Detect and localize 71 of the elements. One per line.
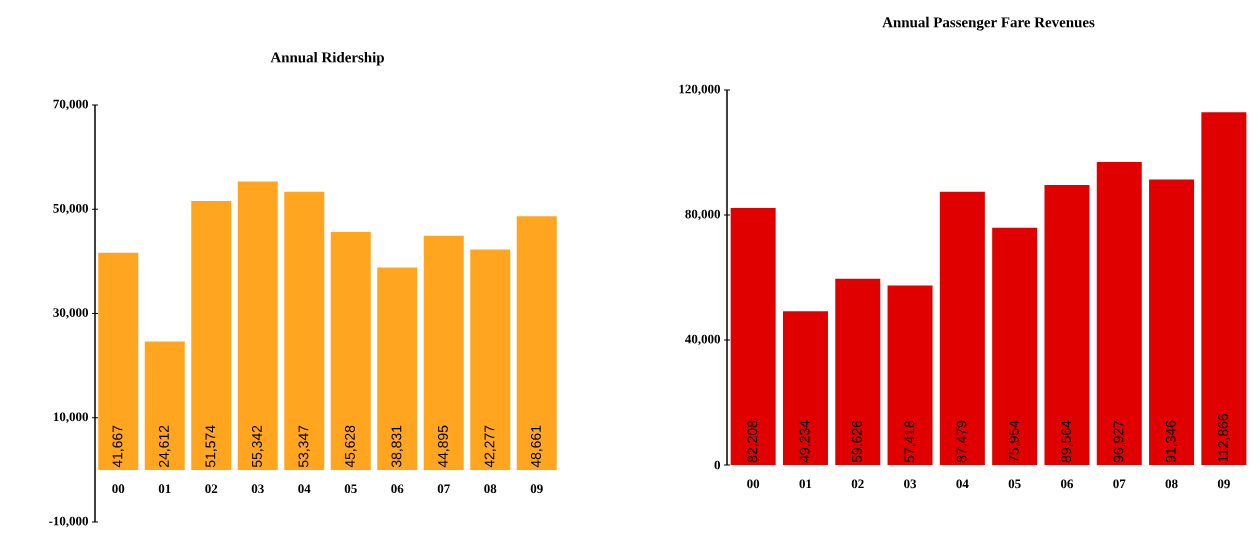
data-label: 87,479 bbox=[956, 420, 969, 463]
bar bbox=[887, 285, 933, 465]
data-label: 59,626 bbox=[851, 420, 864, 463]
y-tick-label: -10,000 bbox=[49, 516, 88, 528]
data-label: 44,895 bbox=[437, 425, 450, 468]
y-tick-label: 50,000 bbox=[53, 203, 88, 215]
y-tick-label: 0 bbox=[714, 460, 721, 470]
x-tick-label: 03 bbox=[904, 479, 917, 489]
y-tick-label: 120,000 bbox=[679, 84, 721, 96]
bar bbox=[1149, 179, 1195, 465]
data-label: 38,831 bbox=[391, 425, 404, 468]
bar bbox=[516, 216, 557, 470]
chart-title: Annual Passenger Fare Revenues bbox=[882, 16, 1095, 31]
bar bbox=[98, 252, 139, 470]
data-label: 45,628 bbox=[344, 425, 357, 468]
x-tick-label: 07 bbox=[1113, 479, 1126, 489]
x-tick-label: 08 bbox=[484, 484, 497, 494]
data-label: 89,564 bbox=[1061, 420, 1073, 463]
x-tick-label: 06 bbox=[1060, 479, 1074, 489]
data-label: 57,418 bbox=[904, 420, 916, 463]
data-label: 24,612 bbox=[158, 425, 171, 467]
data-label: 49,234 bbox=[799, 420, 812, 463]
x-tick-label: 05 bbox=[344, 484, 357, 494]
bar bbox=[144, 341, 185, 470]
bar bbox=[730, 208, 776, 465]
data-label: 51,574 bbox=[205, 425, 217, 468]
x-tick-label: 02 bbox=[205, 484, 218, 494]
bar bbox=[470, 249, 511, 470]
x-tick-label: 07 bbox=[437, 484, 450, 494]
bar bbox=[1096, 162, 1142, 465]
x-tick-label: 01 bbox=[158, 484, 171, 494]
y-tick-label: 10,000 bbox=[53, 412, 88, 424]
bar bbox=[191, 201, 232, 470]
bar bbox=[939, 191, 985, 465]
bar bbox=[1201, 112, 1247, 465]
data-label: 75,954 bbox=[1008, 420, 1021, 463]
data-label: 42,277 bbox=[484, 425, 497, 468]
y-tick-label: 80,000 bbox=[685, 209, 721, 221]
bar bbox=[330, 232, 371, 470]
data-label: 82,208 bbox=[747, 420, 759, 463]
y-tick-label: 30,000 bbox=[53, 308, 88, 319]
y-tick-label: 40,000 bbox=[685, 334, 721, 346]
x-tick-label: 00 bbox=[112, 484, 125, 494]
x-tick-label: 06 bbox=[391, 484, 404, 494]
data-label: 96,927 bbox=[1113, 420, 1126, 463]
bar bbox=[377, 267, 418, 470]
x-tick-label: 05 bbox=[1008, 479, 1021, 489]
x-tick-label: 09 bbox=[530, 484, 543, 494]
data-label: 53,347 bbox=[298, 425, 311, 468]
data-label: 112,866 bbox=[1218, 414, 1230, 462]
x-tick-label: 09 bbox=[1217, 479, 1230, 489]
data-label: 48,661 bbox=[530, 425, 543, 468]
bar bbox=[835, 278, 881, 465]
x-tick-label: 00 bbox=[747, 479, 760, 489]
data-label: 55,342 bbox=[251, 425, 264, 468]
bar bbox=[1044, 185, 1090, 465]
data-label: 41,667 bbox=[112, 425, 125, 468]
chart-title: Annual Ridership bbox=[270, 51, 384, 66]
x-tick-label: 03 bbox=[251, 484, 264, 494]
bar bbox=[237, 181, 278, 470]
bar bbox=[284, 191, 325, 470]
x-tick-label: 02 bbox=[851, 479, 864, 489]
bar bbox=[992, 227, 1038, 465]
x-tick-label: 04 bbox=[298, 484, 311, 494]
x-tick-label: 08 bbox=[1165, 479, 1178, 489]
x-tick-label: 04 bbox=[956, 479, 969, 489]
data-label: 91,346 bbox=[1165, 420, 1178, 463]
bar bbox=[782, 311, 828, 465]
y-tick-label: 70,000 bbox=[53, 99, 88, 111]
bar bbox=[423, 235, 464, 470]
x-tick-label: 01 bbox=[799, 479, 812, 489]
